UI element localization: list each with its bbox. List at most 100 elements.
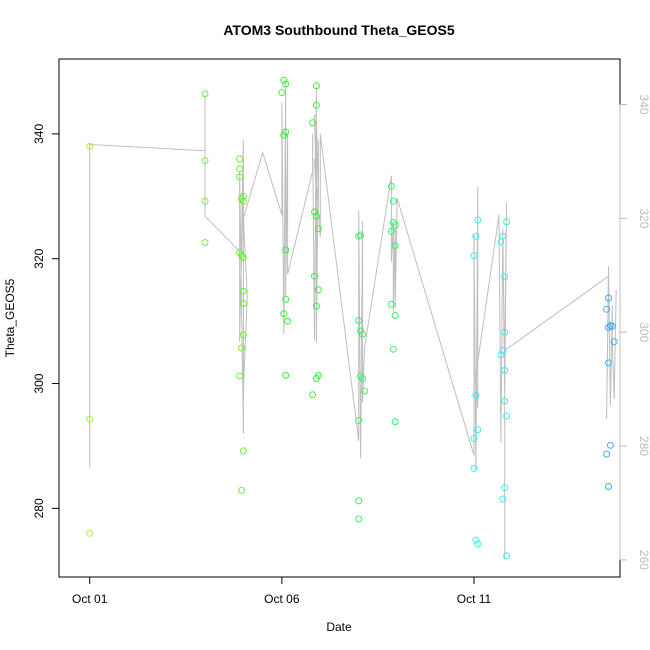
- y-tick-label-left: 300: [32, 373, 46, 393]
- data-point: [312, 101, 320, 109]
- data-point: [501, 273, 509, 281]
- data-point: [239, 287, 247, 295]
- data-point: [239, 447, 247, 455]
- data-point: [501, 328, 509, 336]
- data-point: [501, 397, 509, 405]
- data-point: [311, 208, 318, 216]
- y-tick-label-right: 300: [637, 322, 650, 342]
- data-point: [470, 252, 478, 260]
- data-point: [280, 76, 288, 84]
- data-point: [282, 371, 290, 379]
- data-point: [282, 295, 290, 303]
- data-point: [391, 221, 399, 229]
- data-point: [605, 483, 612, 490]
- data-point: [499, 347, 507, 354]
- y-tick-label-left: 340: [32, 124, 46, 144]
- data-point: [355, 515, 363, 523]
- y-axis-left: 280 300 320 340: [32, 124, 60, 518]
- data-point: [355, 232, 363, 240]
- data-point: [239, 331, 247, 339]
- data-point: [201, 197, 209, 205]
- data-point: [608, 322, 616, 330]
- data-point: [497, 238, 505, 246]
- data-point: [387, 227, 395, 235]
- data-point: [474, 426, 482, 434]
- data-point: [501, 366, 509, 374]
- data-point: [474, 540, 482, 548]
- y-tick-label-left: 320: [32, 248, 46, 268]
- data-point: [314, 286, 322, 294]
- data-point: [238, 252, 245, 260]
- data-point: [312, 82, 320, 90]
- data-point: [201, 157, 209, 165]
- y-tick-label-right: 340: [637, 95, 650, 115]
- data-point: [236, 165, 244, 173]
- data-point: [309, 119, 317, 127]
- data-point: [387, 182, 395, 190]
- x-tick-label: Oct 06: [264, 592, 300, 606]
- data-point: [387, 300, 395, 308]
- data-point: [497, 351, 505, 359]
- data-point: [280, 310, 288, 318]
- x-tick-label: Oct 11: [457, 592, 492, 606]
- data-point: [503, 412, 511, 420]
- data-point: [239, 300, 247, 308]
- y-axis-label: Theta_GEOS5: [3, 278, 17, 357]
- data-point: [355, 317, 363, 324]
- data-point: [236, 173, 244, 181]
- data-point: [389, 345, 397, 353]
- data-point: [312, 212, 320, 220]
- data-point: [472, 391, 480, 399]
- data-point: [605, 294, 612, 302]
- data-point: [499, 495, 507, 503]
- data-point: [236, 155, 244, 163]
- data-point: [359, 330, 367, 338]
- data-point: [391, 418, 399, 426]
- data-point: [472, 232, 480, 240]
- plot-frame: [58, 58, 621, 578]
- data-point: [238, 344, 245, 352]
- data-point: [391, 312, 399, 319]
- data-point: [470, 464, 478, 472]
- data-point: [236, 372, 244, 380]
- y-tick-label-right: 260: [637, 550, 650, 570]
- data-point: [282, 246, 290, 254]
- x-tick-label: Oct 01: [72, 592, 108, 606]
- data-point: [610, 338, 618, 346]
- trajectory-line: [89, 80, 617, 560]
- x-axis: Oct 01 Oct 06 Oct 11: [72, 576, 492, 606]
- data-point: [361, 387, 368, 395]
- data-point: [238, 486, 245, 494]
- data-point: [355, 416, 363, 424]
- data-point: [239, 197, 247, 205]
- data-point: [314, 225, 322, 233]
- data-point: [282, 80, 290, 88]
- data-point: [201, 239, 209, 246]
- data-point: [278, 89, 286, 97]
- data-point: [311, 272, 318, 280]
- y-tick-label-right: 320: [637, 208, 650, 228]
- data-point: [603, 305, 611, 313]
- data-point: [357, 231, 365, 239]
- y-tick-label-right: 280: [637, 436, 650, 456]
- data-point: [472, 536, 480, 544]
- data-point: [312, 375, 320, 382]
- data-point: [239, 192, 247, 200]
- data-point-layer: [86, 76, 618, 560]
- data-point: [284, 317, 292, 325]
- data-point: [239, 254, 247, 261]
- y-tick-label-left: 280: [32, 498, 46, 518]
- data-point: [201, 90, 209, 98]
- data-point: [86, 529, 94, 537]
- data-point: [474, 216, 482, 224]
- data-point: [503, 552, 511, 560]
- data-point: [86, 142, 94, 150]
- chart-title: ATOM3 Southbound Theta_GEOS5: [223, 22, 454, 38]
- data-point: [309, 391, 317, 399]
- data-point: [280, 131, 288, 139]
- data-point: [359, 375, 367, 382]
- y-axis-right: 260 280 300 320 340: [619, 95, 650, 570]
- data-point: [603, 450, 611, 458]
- data-point: [503, 218, 511, 226]
